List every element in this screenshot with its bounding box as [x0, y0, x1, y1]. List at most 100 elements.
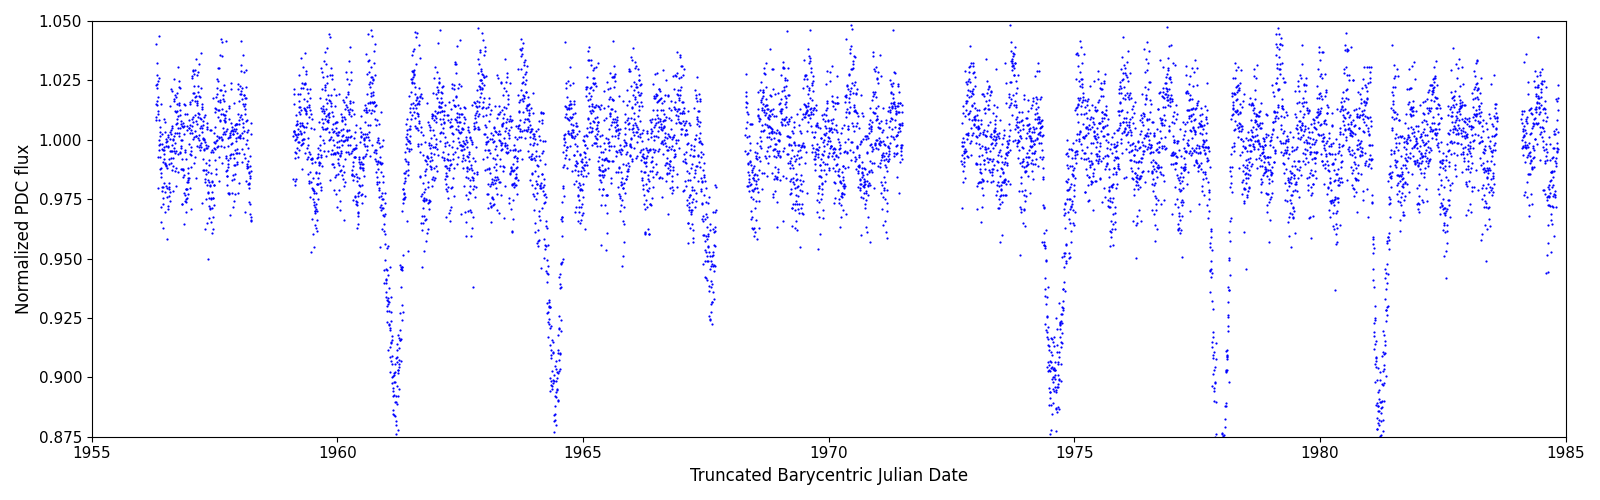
Point	[453, 114, 478, 122]
Point	[995, 148, 1021, 156]
Point	[1053, 199, 1078, 207]
Point	[1106, 162, 1131, 170]
Point	[192, 112, 218, 120]
Point	[664, 112, 690, 120]
Point	[754, 100, 779, 108]
Point	[458, 182, 483, 190]
Point	[1398, 105, 1424, 113]
Point	[174, 178, 200, 186]
Point	[1211, 434, 1237, 442]
Point	[1414, 132, 1440, 140]
Point	[190, 200, 216, 207]
Point	[693, 232, 718, 240]
Point	[1126, 184, 1152, 192]
Point	[990, 191, 1016, 199]
Point	[182, 93, 208, 101]
Point	[962, 116, 987, 124]
Point	[960, 90, 986, 98]
Point	[765, 149, 790, 157]
Point	[1099, 225, 1125, 233]
Point	[312, 86, 338, 94]
Point	[443, 160, 469, 168]
Point	[794, 109, 819, 117]
Point	[149, 218, 174, 226]
Point	[955, 94, 981, 102]
Point	[1243, 155, 1269, 163]
Point	[1402, 157, 1427, 165]
Point	[1027, 123, 1053, 131]
Point	[1323, 240, 1349, 248]
Point	[221, 162, 246, 170]
Point	[1200, 328, 1226, 336]
Point	[229, 128, 254, 136]
Point	[994, 150, 1019, 158]
Point	[162, 97, 187, 105]
Point	[846, 151, 872, 159]
Point	[1440, 179, 1466, 187]
Point	[1168, 164, 1194, 172]
Point	[651, 122, 677, 130]
Point	[1258, 170, 1283, 178]
Point	[581, 80, 606, 88]
Point	[1182, 144, 1208, 152]
Point	[819, 150, 845, 158]
Point	[357, 98, 382, 106]
Point	[541, 428, 566, 436]
Point	[446, 104, 472, 112]
Point	[1019, 128, 1045, 136]
Point	[1358, 122, 1384, 130]
Point	[459, 101, 485, 109]
Point	[770, 120, 795, 128]
Point	[382, 398, 408, 406]
Point	[1091, 110, 1117, 118]
Point	[192, 138, 218, 146]
Point	[1462, 110, 1488, 118]
Point	[336, 132, 362, 140]
Point	[518, 125, 544, 133]
Point	[195, 188, 221, 196]
Point	[995, 120, 1021, 128]
Point	[808, 166, 834, 174]
Point	[478, 180, 504, 188]
Point	[1117, 91, 1142, 99]
Point	[1461, 112, 1486, 120]
Point	[1434, 156, 1459, 164]
Point	[382, 417, 408, 425]
Point	[827, 144, 853, 152]
Point	[1054, 175, 1080, 183]
Point	[890, 118, 915, 126]
Point	[818, 68, 843, 76]
Point	[995, 140, 1021, 148]
Point	[813, 160, 838, 168]
Point	[1413, 97, 1438, 105]
Point	[1302, 148, 1328, 156]
Point	[997, 132, 1022, 140]
Point	[1182, 104, 1208, 112]
Point	[1014, 129, 1040, 137]
Point	[1470, 127, 1496, 135]
Point	[688, 154, 714, 162]
Point	[800, 72, 826, 80]
Point	[1341, 166, 1366, 174]
Point	[886, 120, 912, 128]
Point	[858, 141, 883, 149]
Point	[1149, 116, 1174, 124]
Point	[1478, 157, 1504, 165]
Point	[507, 116, 533, 124]
Point	[1037, 368, 1062, 376]
Point	[832, 184, 858, 192]
Point	[1056, 195, 1082, 203]
Point	[1011, 206, 1037, 214]
Point	[1214, 352, 1240, 360]
Point	[315, 96, 341, 104]
Point	[1421, 112, 1446, 120]
Point	[1003, 116, 1029, 124]
Point	[227, 90, 253, 98]
Point	[1123, 254, 1149, 262]
Point	[574, 84, 600, 92]
Point	[309, 162, 334, 170]
Point	[1520, 163, 1546, 171]
Point	[1000, 60, 1026, 68]
Point	[1034, 312, 1059, 320]
Point	[1005, 72, 1030, 80]
